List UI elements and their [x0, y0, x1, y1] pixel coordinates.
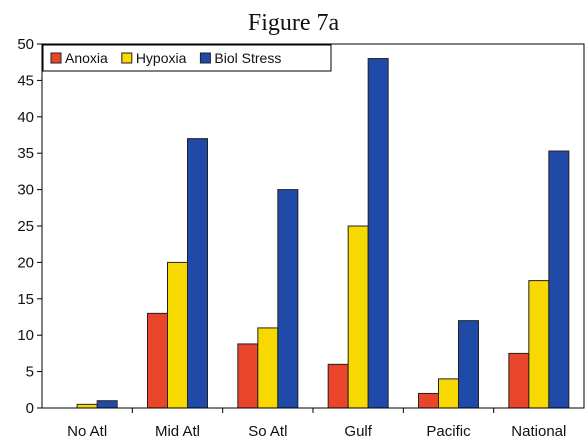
bar-biol-stress	[277, 189, 299, 409]
bar-biol-stress	[548, 150, 570, 409]
x-tick-label: Mid Atl	[155, 423, 200, 440]
x-tick-label: Gulf	[344, 423, 372, 440]
bars-group	[76, 58, 570, 409]
x-tick-label: So Atl	[248, 423, 287, 440]
bar-hypoxia	[76, 403, 98, 409]
legend-label: Anoxia	[65, 50, 108, 66]
y-tick-label: 20	[17, 254, 34, 271]
legend: Anoxia Hypoxia Biol Stress	[42, 44, 332, 72]
legend-label: Biol Stress	[214, 50, 281, 66]
bar-hypoxia	[257, 327, 279, 409]
y-tick-label: 25	[17, 218, 34, 235]
bar-hypoxia	[438, 378, 459, 409]
bar-anoxia	[418, 392, 439, 409]
y-tick-label: 15	[17, 291, 34, 308]
y-tick-label: 5	[26, 364, 34, 381]
bar-biol-stress	[187, 138, 208, 409]
legend-swatch	[50, 52, 62, 64]
y-tick-label: 45	[17, 72, 34, 89]
bar-anoxia	[508, 352, 530, 409]
x-tick-label: National	[511, 423, 566, 440]
x-tick-label: No Atl	[67, 423, 107, 440]
x-tick-label: Pacific	[426, 423, 471, 440]
axes-group: 0 5 10 15 20 25 30 35 40 45 50 No Atl Mid Atl So Atl G…	[17, 36, 585, 440]
plot-area-frame	[41, 43, 585, 409]
legend-swatch	[121, 52, 133, 64]
bar-hypoxia	[167, 261, 188, 409]
y-tick-label: 35	[17, 145, 34, 162]
bar-biol-stress	[367, 58, 389, 409]
y-tick-label: 10	[17, 327, 34, 344]
bar-anoxia	[237, 343, 259, 409]
bar-biol-stress	[458, 320, 479, 409]
legend-label: Hypoxia	[136, 50, 187, 66]
y-tick-label: 30	[17, 182, 34, 199]
bar-anoxia	[147, 312, 168, 409]
bar-biol-stress	[96, 400, 118, 409]
y-tick-label: 0	[26, 400, 34, 417]
bar-anoxia	[327, 363, 349, 409]
chart-title: Figure 7a	[247, 10, 340, 36]
y-tick-label: 40	[17, 109, 34, 126]
bar-hypoxia	[528, 280, 550, 409]
bar-hypoxia	[347, 225, 369, 409]
legend-swatch	[199, 52, 211, 64]
legend-box	[42, 44, 332, 72]
y-tick-label: 50	[17, 36, 34, 53]
